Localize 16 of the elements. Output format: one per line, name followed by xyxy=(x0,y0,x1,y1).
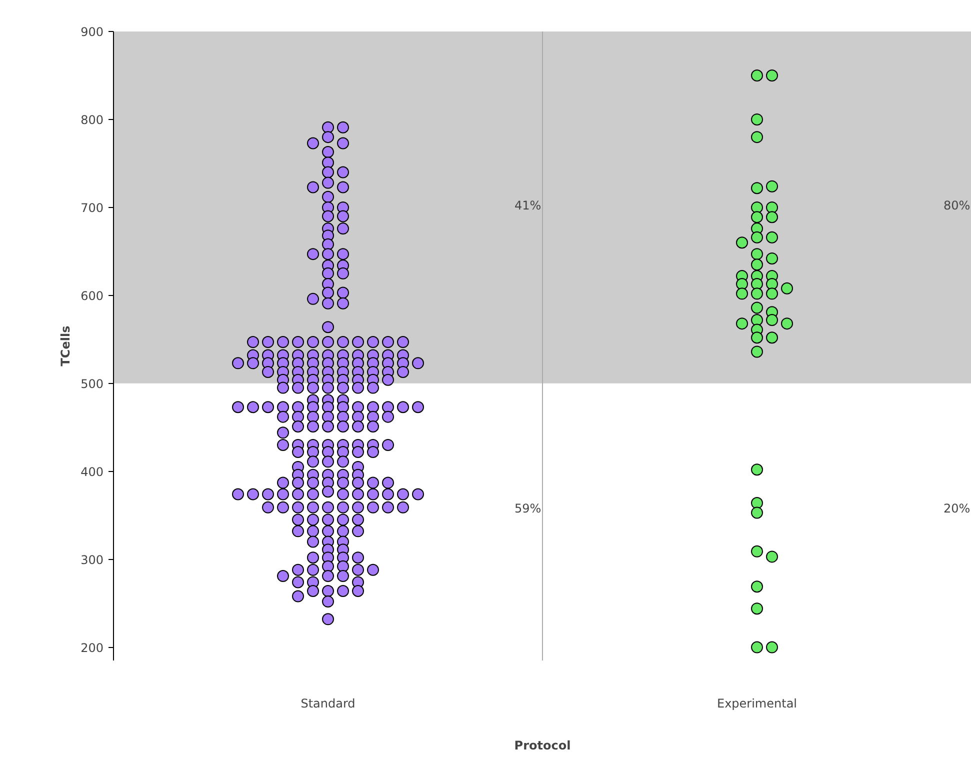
y-tick-label: 200 xyxy=(80,640,104,655)
x-tick-label: Experimental xyxy=(716,696,798,710)
x-axis-title: Protocol xyxy=(514,738,571,752)
y-tick-label: 400 xyxy=(80,464,104,479)
annotation: 80% xyxy=(944,198,970,212)
y-axis-title: TCells xyxy=(58,326,73,366)
y-tick-label: 300 xyxy=(80,552,104,567)
y-tick-label: 500 xyxy=(80,376,104,391)
y-tick-label: 700 xyxy=(80,200,104,215)
annotation: 41% xyxy=(514,198,542,212)
annotation: 59% xyxy=(514,502,542,516)
y-tick-label: 600 xyxy=(80,288,104,303)
annotation: 20% xyxy=(944,502,970,516)
x-tick-label: Standard xyxy=(300,696,356,710)
y-tick-label: 900 xyxy=(80,25,104,39)
y-tick-label: 800 xyxy=(80,112,104,127)
